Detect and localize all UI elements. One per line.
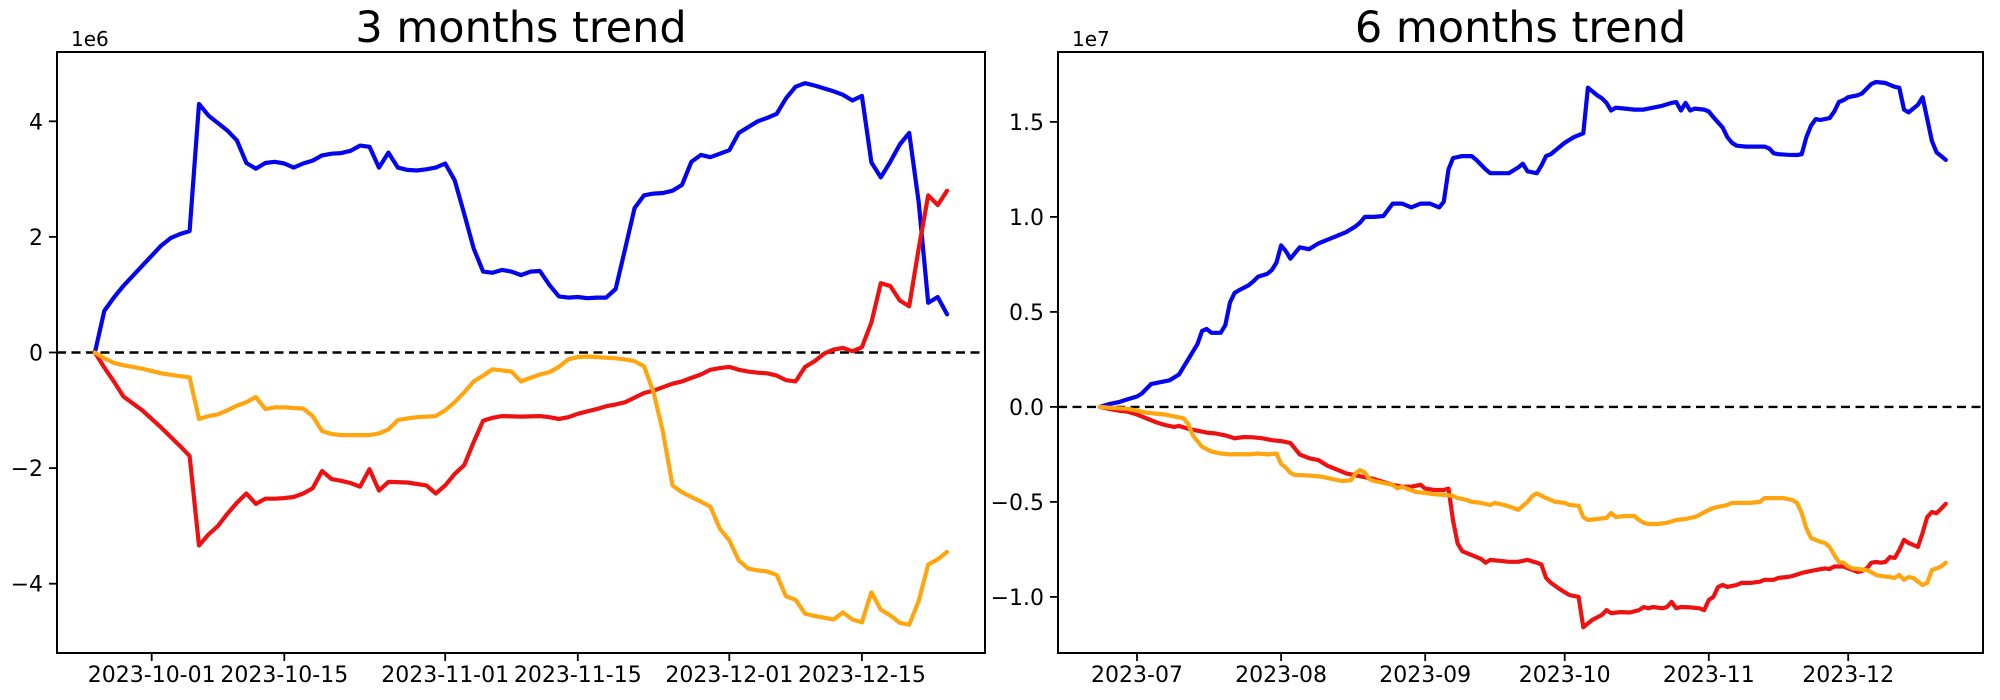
- chart-6-months-trend: 2023-07 2023-08 2023-09 2023-10 2023-11 2023-…: [991, 3, 1984, 688]
- series-red-line: [92, 188, 950, 548]
- x-tick-label: 2023-10: [1519, 663, 1611, 688]
- x-tick-label: 2023-09: [1379, 663, 1471, 688]
- y-tick-label: 0.5: [1009, 301, 1044, 326]
- x-tick-label: 2023-12-01: [665, 663, 793, 688]
- x-tick-label: 2023-07: [1091, 663, 1183, 688]
- x-tick-label: 2023-12-15: [798, 663, 926, 688]
- plot-frame: [1057, 51, 1984, 654]
- series-blue-line: [1097, 79, 1948, 409]
- axis-scale-offset-label: 1e7: [1072, 27, 1110, 51]
- series-orange-line: [1097, 404, 1948, 588]
- y-tick-label: −1.0: [991, 586, 1044, 611]
- chart-title: 6 months trend: [1355, 3, 1686, 53]
- chart-title: 3 months trend: [355, 3, 686, 53]
- y-tick-label: 2: [29, 226, 43, 251]
- y-tick-label: −2: [11, 457, 43, 482]
- y-tick-label: 4: [29, 110, 43, 135]
- chart-3-months-trend: 2023-10-01 2023-10-15 2023-11-01 2023-11-15…: [11, 3, 986, 688]
- y-tick-label: 1.0: [1009, 206, 1044, 231]
- x-tick-label: 2023-11-01: [381, 663, 509, 688]
- y-tick-label: −0.5: [991, 491, 1044, 516]
- x-tick-label: 2023-10-15: [220, 663, 348, 688]
- series-red-line: [1097, 404, 1948, 630]
- x-tick-label: 2023-10-01: [88, 663, 216, 688]
- y-tick-label: 0.0: [1009, 396, 1044, 421]
- series-blue-line: [92, 81, 950, 355]
- x-tick-label: 2023-12: [1802, 663, 1894, 688]
- series-orange-line: [92, 350, 950, 627]
- y-tick-label: 1.5: [1009, 111, 1044, 136]
- y-tick-label: 0: [29, 342, 43, 367]
- x-tick-label: 2023-11: [1663, 663, 1755, 688]
- x-tick-label: 2023-11-15: [514, 663, 642, 688]
- y-tick-label: −4: [11, 573, 43, 598]
- x-tick-label: 2023-08: [1235, 663, 1327, 688]
- axis-scale-offset-label: 1e6: [71, 27, 109, 51]
